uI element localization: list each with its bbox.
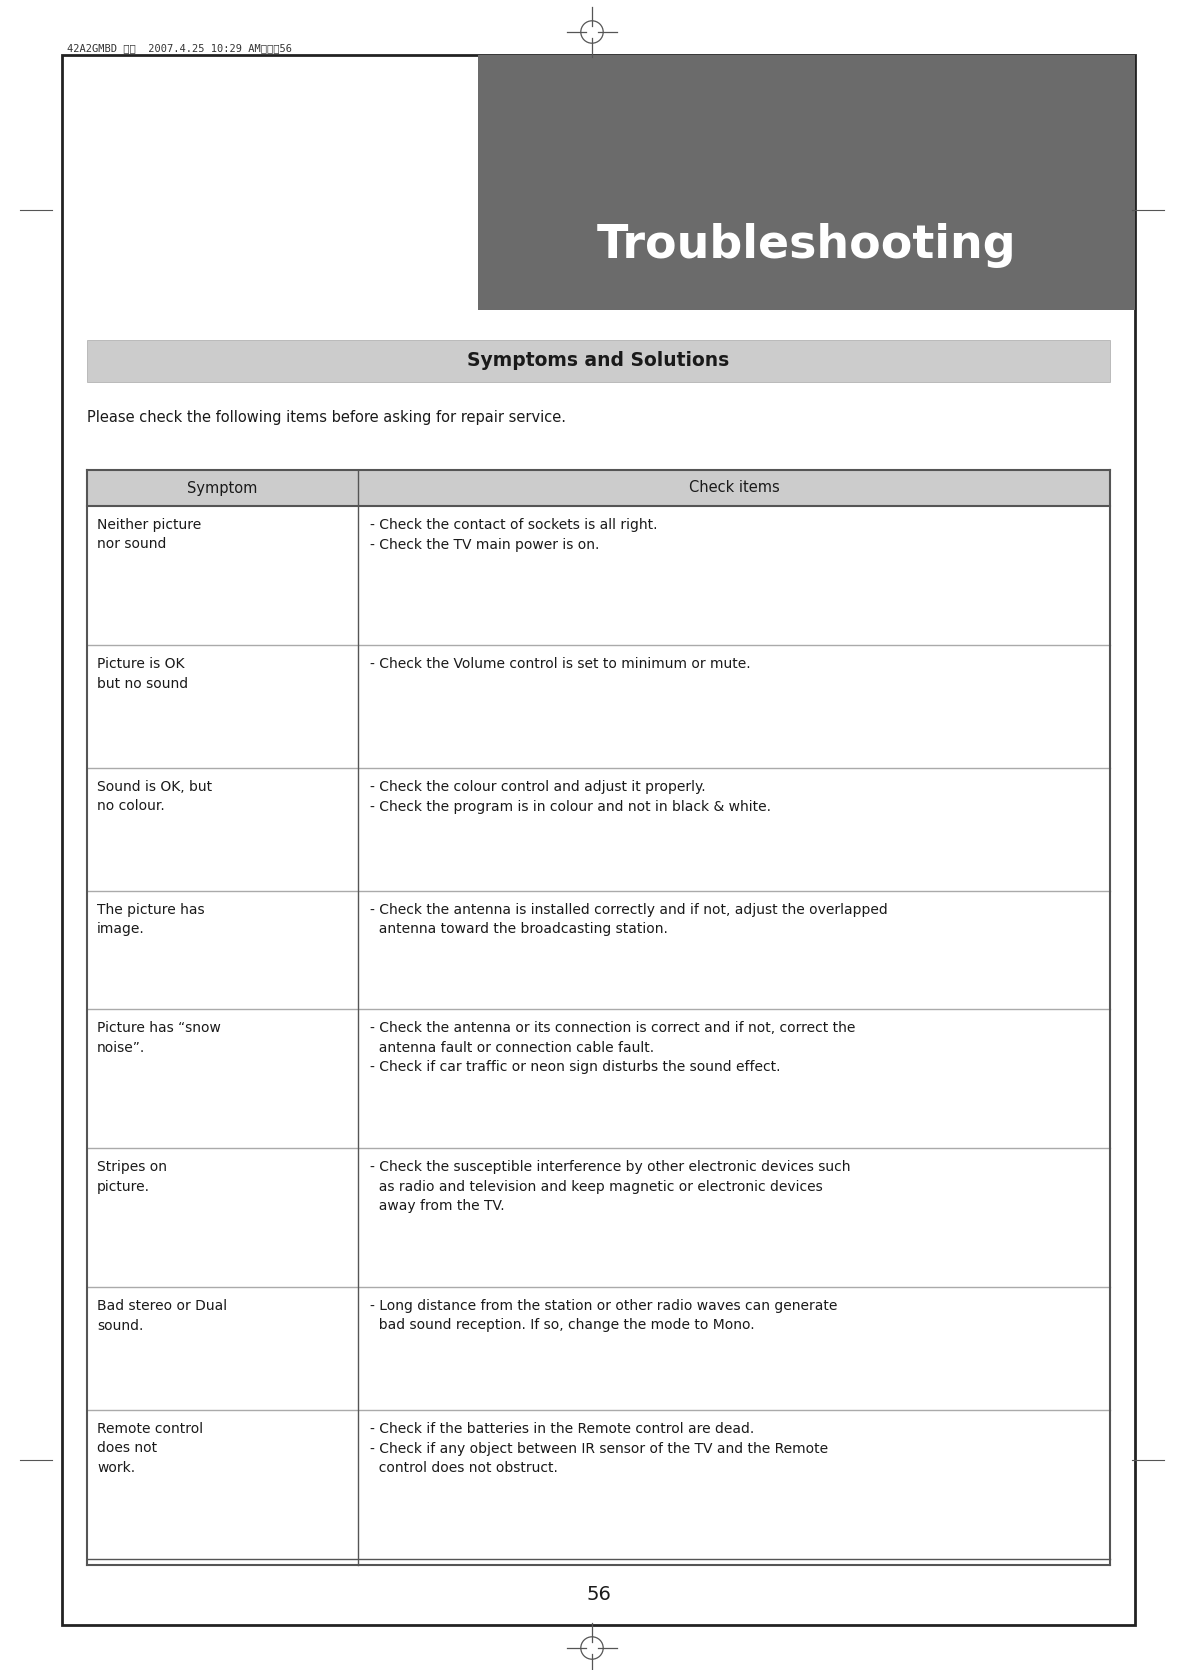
Bar <box>86 341 1111 382</box>
Text: Sound is OK, but
no colour.: Sound is OK, but no colour. <box>97 780 212 813</box>
Text: Bad stereo or Dual
sound.: Bad stereo or Dual sound. <box>97 1299 227 1333</box>
Text: Picture is OK
but no sound: Picture is OK but no sound <box>97 656 188 690</box>
Text: - Check the susceptible interference by other electronic devices such
  as radio: - Check the susceptible interference by … <box>371 1161 850 1212</box>
Text: Check items: Check items <box>689 481 779 496</box>
Bar <box>478 55 1135 311</box>
Bar <box>86 469 1111 506</box>
Text: - Check the Volume control is set to minimum or mute.: - Check the Volume control is set to min… <box>371 656 751 671</box>
Text: Symptom: Symptom <box>187 481 258 496</box>
Text: Stripes on
picture.: Stripes on picture. <box>97 1161 167 1194</box>
Text: - Check the colour control and adjust it properly.
- Check the program is in col: - Check the colour control and adjust it… <box>371 780 771 813</box>
Text: Symptoms and Solutions: Symptoms and Solutions <box>468 351 729 371</box>
Text: The picture has
image.: The picture has image. <box>97 903 205 937</box>
Text: Troubleshooting: Troubleshooting <box>597 222 1016 267</box>
Text: - Check if the batteries in the Remote control are dead.
- Check if any object b: - Check if the batteries in the Remote c… <box>371 1421 829 1475</box>
Text: - Check the antenna is installed correctly and if not, adjust the overlapped
  a: - Check the antenna is installed correct… <box>371 903 888 937</box>
Text: Neither picture
nor sound: Neither picture nor sound <box>97 518 201 551</box>
Text: 42A2GMBD 영어  2007.4.25 10:29 AM페이지56: 42A2GMBD 영어 2007.4.25 10:29 AM페이지56 <box>67 43 292 53</box>
Text: 56: 56 <box>586 1585 611 1605</box>
Text: - Check the contact of sockets is all right.
- Check the TV main power is on.: - Check the contact of sockets is all ri… <box>371 518 657 551</box>
Text: Remote control
does not
work.: Remote control does not work. <box>97 1421 204 1475</box>
Text: - Long distance from the station or other radio waves can generate
  bad sound r: - Long distance from the station or othe… <box>371 1299 837 1333</box>
Text: - Check the antenna or its connection is correct and if not, correct the
  anten: - Check the antenna or its connection is… <box>371 1020 856 1074</box>
Text: Please check the following items before asking for repair service.: Please check the following items before … <box>86 411 566 424</box>
Text: Picture has “snow
noise”.: Picture has “snow noise”. <box>97 1020 221 1054</box>
